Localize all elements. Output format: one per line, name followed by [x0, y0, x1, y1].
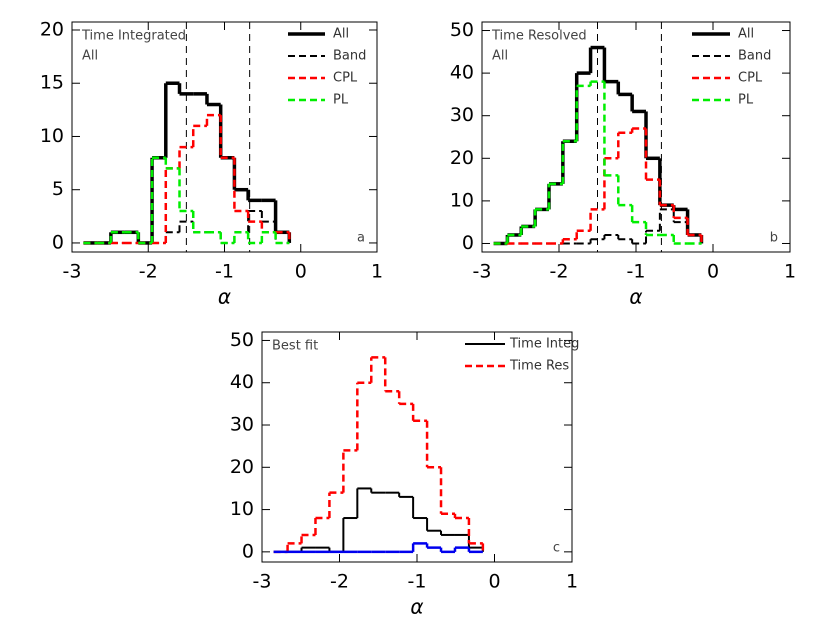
y-tick-label: 40 [450, 62, 474, 84]
x-tick-label: -2 [330, 571, 349, 593]
legend-label: All [333, 27, 349, 42]
y-tick-label: 50 [450, 19, 474, 41]
panel-label: b [770, 231, 778, 246]
x-axis-label: α [629, 285, 642, 309]
legend-label: Band [333, 49, 366, 64]
x-tick-label: 0 [295, 261, 307, 283]
x-tick-label: 1 [566, 571, 578, 593]
x-tick-label: 1 [784, 261, 796, 283]
y-tick-label: 5 [52, 178, 64, 200]
x-tick-label: -3 [253, 571, 272, 593]
legend-label: CPL [333, 71, 358, 86]
y-tick-label: 0 [52, 231, 64, 253]
x-tick-label: -1 [408, 571, 427, 593]
panel-label: a [357, 231, 365, 246]
x-tick-label: -2 [550, 261, 569, 283]
y-tick-label: 40 [230, 371, 254, 393]
y-tick-label: 20 [40, 18, 64, 40]
x-axis-label: α [410, 595, 423, 619]
x-axis-label: α [218, 285, 231, 309]
x-tick-label: 1 [371, 261, 383, 283]
annotation: All [82, 49, 98, 64]
legend-label: Time Integ [509, 337, 579, 352]
legend-label: CPL [738, 71, 763, 86]
annotation: Best fit [272, 339, 318, 354]
x-tick-label: -1 [215, 261, 234, 283]
y-tick-label: 20 [230, 456, 254, 478]
x-tick-label: 0 [707, 261, 719, 283]
annotation: Time Resolved [491, 29, 587, 44]
y-tick-label: 30 [450, 104, 474, 126]
legend-label: Band [738, 49, 771, 64]
x-tick-label: -3 [63, 261, 82, 283]
y-tick-label: 10 [40, 125, 64, 147]
annotation: Time Integrated [81, 29, 186, 44]
legend-label: All [738, 27, 754, 42]
y-tick-label: 50 [230, 329, 254, 351]
legend-label: Time Res [509, 359, 569, 374]
y-tick-label: 20 [450, 147, 474, 169]
legend-label: PL [738, 93, 754, 108]
y-tick-label: 0 [242, 540, 254, 562]
x-tick-label: -3 [473, 261, 492, 283]
y-tick-label: 30 [230, 414, 254, 436]
y-tick-label: 15 [40, 72, 64, 94]
y-tick-label: 10 [230, 498, 254, 520]
annotation: All [492, 49, 508, 64]
x-tick-label: -1 [627, 261, 646, 283]
panel-label: c [553, 541, 560, 556]
y-tick-label: 10 [450, 189, 474, 211]
y-tick-label: 0 [462, 232, 474, 254]
x-tick-label: -2 [139, 261, 158, 283]
x-tick-label: 0 [488, 571, 500, 593]
legend-label: PL [333, 93, 349, 108]
plot-frame [71, 21, 378, 253]
